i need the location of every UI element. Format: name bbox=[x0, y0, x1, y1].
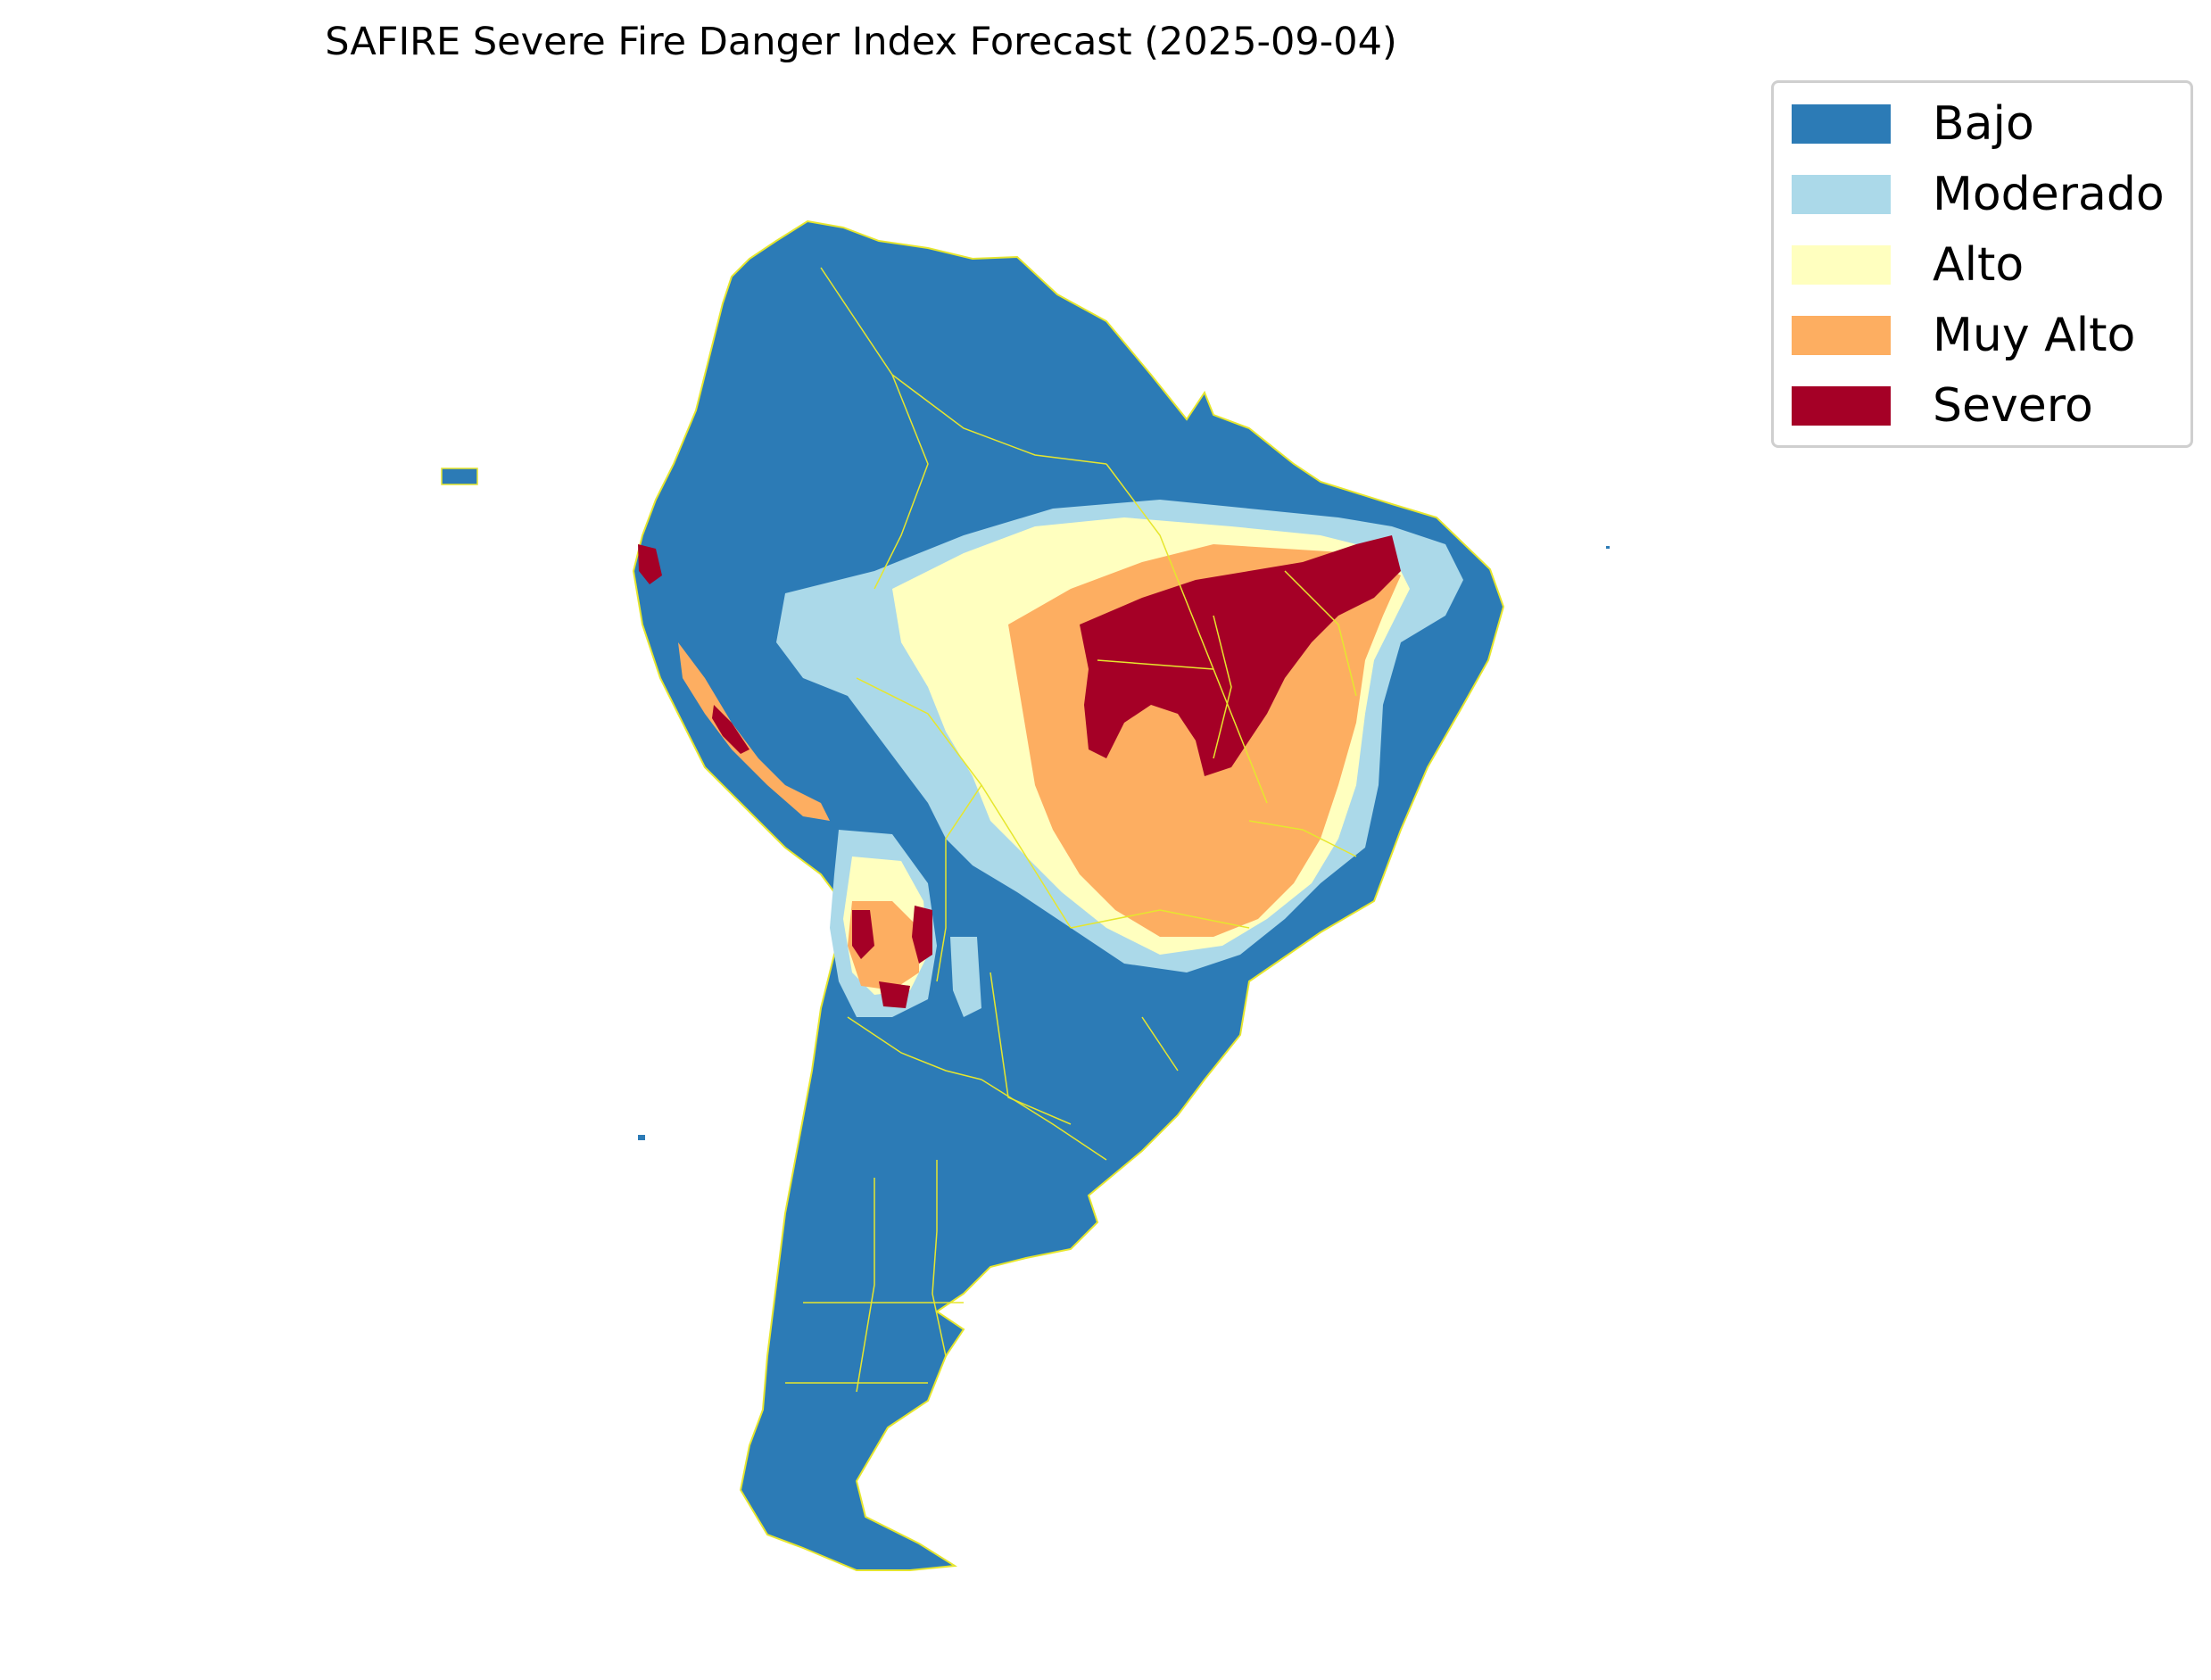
region-severo bbox=[1080, 535, 1401, 776]
map-title: SAFIRE Severe Fire Danger Index Forecast… bbox=[325, 20, 1397, 64]
region-coast-muy-alto-peru bbox=[678, 642, 830, 821]
legend-label-moderado: Moderado bbox=[1933, 168, 2165, 221]
region-andes-severo-a bbox=[852, 910, 874, 959]
legend-swatch-alto bbox=[1792, 245, 1891, 285]
region-coast-severo-peru bbox=[712, 705, 749, 754]
legend-item-alto: Alto bbox=[1774, 236, 2190, 307]
juan-fernandez-island bbox=[638, 1135, 645, 1140]
galapagos-islands bbox=[441, 468, 478, 485]
legend-item-moderado: Moderado bbox=[1774, 166, 2190, 236]
country-borders bbox=[785, 267, 1357, 1393]
legend-item-muy-alto: Muy Alto bbox=[1774, 307, 2190, 377]
region-pantanal-moderado bbox=[950, 937, 981, 1017]
falkland-island-mark bbox=[1606, 546, 1610, 549]
legend-item-severo: Severo bbox=[1774, 377, 2190, 448]
map-legend: Bajo Moderado Alto Muy Alto Severo bbox=[1771, 80, 2193, 448]
legend-label-bajo: Bajo bbox=[1933, 97, 2034, 151]
legend-swatch-bajo bbox=[1792, 104, 1891, 144]
legend-label-severo: Severo bbox=[1933, 379, 2093, 433]
legend-label-alto: Alto bbox=[1933, 238, 2025, 292]
region-andes-severo-c bbox=[879, 981, 910, 1008]
region-coast-severo-ecuador bbox=[638, 544, 662, 584]
legend-swatch-muy-alto bbox=[1792, 316, 1891, 355]
legend-swatch-severo bbox=[1792, 386, 1891, 426]
region-andes-severo-b bbox=[912, 906, 932, 964]
legend-label-muy-alto: Muy Alto bbox=[1933, 309, 2136, 362]
legend-item-bajo: Bajo bbox=[1774, 95, 2190, 166]
legend-swatch-moderado bbox=[1792, 175, 1891, 214]
